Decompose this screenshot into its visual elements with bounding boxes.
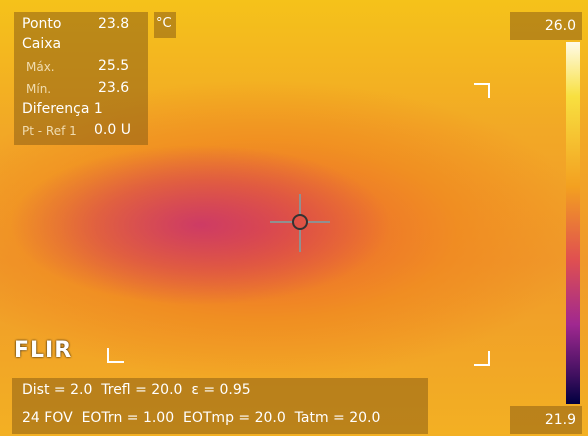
- overlay-graphics: [0, 0, 588, 436]
- parameter-panel: Dist = 2.0 Trefl = 20.0 ε = 0.95 24 FOV …: [12, 378, 428, 434]
- thermal-screen: Ponto 23.8 Caixa Máx. 25.5 Mín. 23.6 Dif…: [0, 0, 588, 436]
- params-line-2: 24 FOV EOTrn = 1.00 EOTmp = 20.0 Tatm = …: [22, 410, 380, 426]
- params-line-1: Dist = 2.0 Trefl = 20.0 ε = 0.95: [22, 382, 251, 398]
